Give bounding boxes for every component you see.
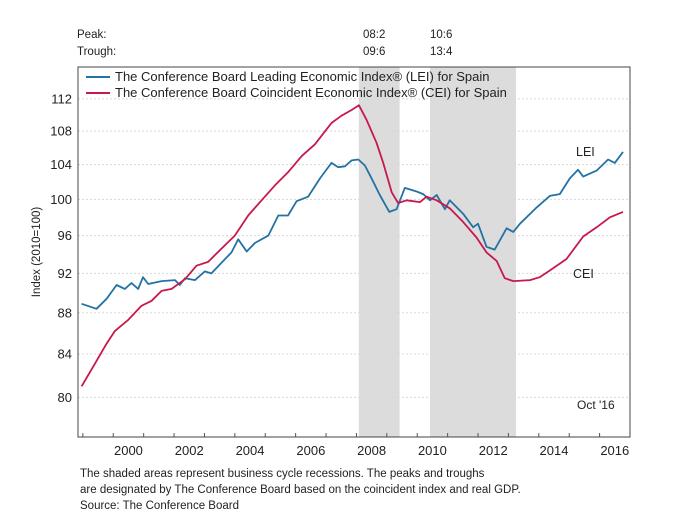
x-tick-label: 2016 [600,443,629,458]
series-label-lei: LEI [576,145,595,159]
recession-2-peak: 10:6 [430,29,452,41]
y-axis-label: Index (2010=100) [31,207,43,298]
x-tick-label: 2008 [357,443,386,458]
trough-label: Trough: [77,46,116,58]
series-line-lei [81,151,624,310]
y-tick-label: 108 [50,124,72,139]
x-tick-label: 2004 [236,443,265,458]
peak-label: Peak: [77,29,106,41]
y-tick-label: 80 [58,390,72,405]
footnote-1: The shaded areas represent business cycl… [80,468,485,480]
x-tick-labels: 2000 2002 2004 2006 2008 2010 2012 2014 2016 [114,443,629,458]
plot-frame [77,66,631,438]
legend: The Conference Board Leading Economic In… [86,69,507,100]
recession-1-trough: 09:6 [363,46,385,58]
legend-label-cei: The Conference Board Coincident Economic… [115,85,507,100]
last-date-annotation: Oct '16 [577,398,615,412]
y-tick-labels: 80 84 88 92 96 100 104 108 112 [50,91,72,404]
footnote-2: are designated by The Conference Board b… [80,484,521,496]
recession-shade-1 [358,67,400,437]
x-tick-label: 2002 [175,443,204,458]
y-tick-label: 84 [58,347,72,362]
recession-1-peak: 08:2 [363,29,385,41]
x-tick-label: 2010 [418,443,447,458]
series-line-cei [80,104,624,387]
gridlines [78,98,630,398]
legend-label-lei: The Conference Board Leading Economic In… [115,69,490,84]
y-tick-label: 112 [51,91,72,106]
x-tick-label: 2000 [114,443,143,458]
recession-2-trough: 13:4 [430,46,453,58]
x-tick-label: 2014 [540,443,569,458]
y-tick-label: 92 [58,266,72,281]
x-tick-label: 2012 [479,443,508,458]
x-tick-label: 2006 [296,443,325,458]
recession-shade-2 [429,67,517,437]
recession-shading [358,67,517,437]
y-tick-label: 100 [50,192,72,207]
series-label-cei: CEI [573,267,594,281]
y-tick-label: 96 [58,228,72,243]
y-tick-label: 104 [50,157,72,172]
footnote-source: Source: The Conference Board [80,500,239,512]
series-lines [80,104,624,387]
y-tick-label: 88 [58,305,72,320]
x-ticks [82,433,631,437]
